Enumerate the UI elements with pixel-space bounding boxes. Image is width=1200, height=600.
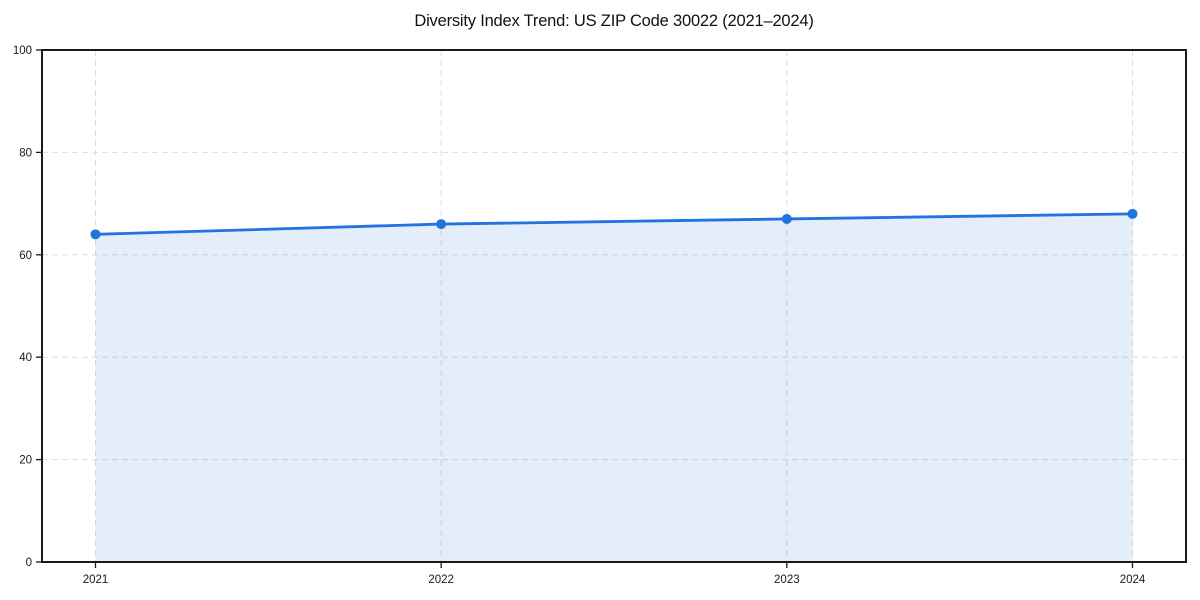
y-tick-label: 100: [13, 45, 32, 57]
data-point-marker: [90, 229, 101, 240]
y-tick-label: 0: [26, 557, 32, 569]
x-tick-label: 2023: [774, 574, 800, 586]
y-tick-label: 20: [19, 455, 32, 467]
series-area-fill: [95, 213, 1133, 562]
y-tick-label: 60: [19, 250, 32, 262]
series-line: [94, 212, 1134, 236]
data-point-marker: [781, 213, 792, 224]
x-tick-label: 2022: [428, 574, 454, 586]
chart-title: Diversity Index Trend: US ZIP Code 30022…: [414, 12, 814, 30]
y-tick-label: 80: [19, 147, 32, 159]
data-point-marker: [436, 219, 447, 230]
data-point-marker: [1127, 208, 1138, 219]
y-tick-label: 40: [19, 352, 32, 364]
axes-spines: [41, 49, 1187, 563]
x-tick-label: 2024: [1120, 574, 1146, 586]
x-tick-label: 2021: [83, 574, 109, 586]
